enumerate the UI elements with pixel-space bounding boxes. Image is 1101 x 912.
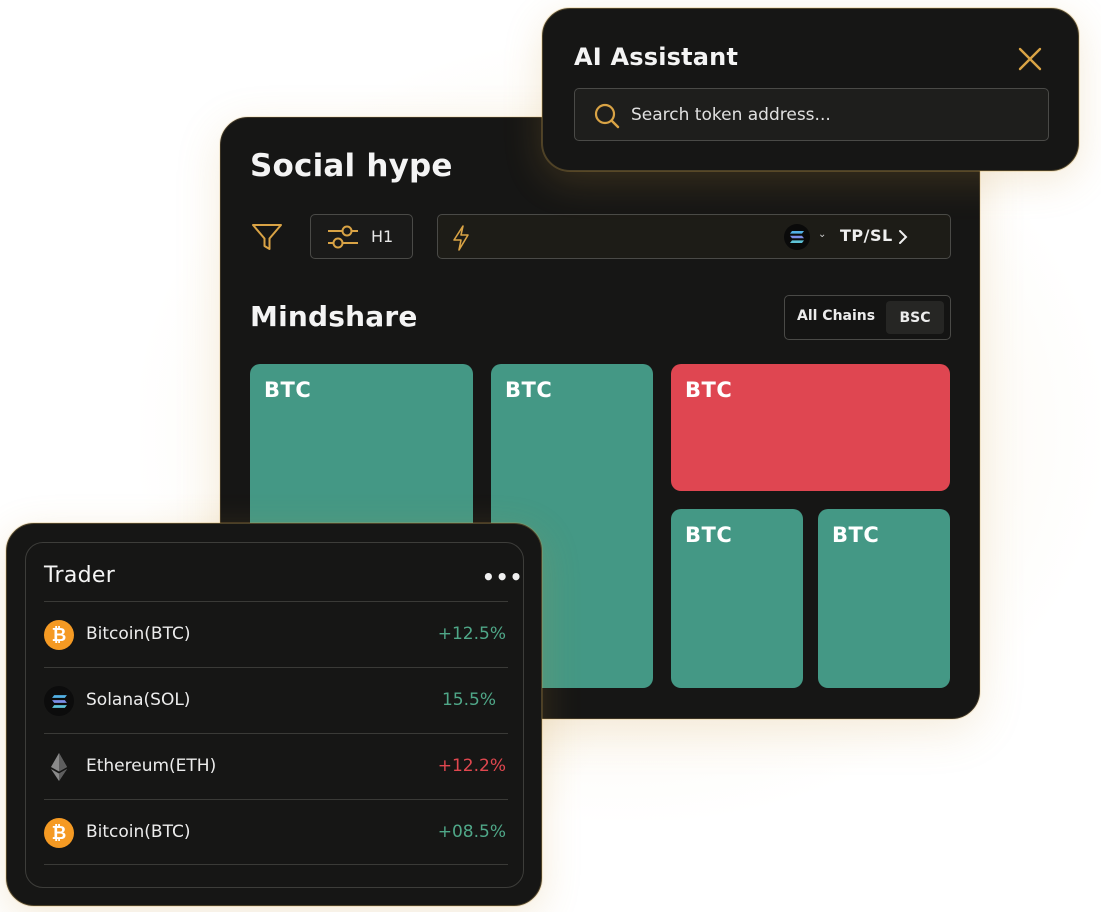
list-item[interactable]: Solana(SOL) 15.5% (44, 667, 508, 733)
mindshare-tile[interactable]: BTC (671, 364, 950, 491)
coin-name: Ethereum(ETH) (86, 756, 217, 776)
card-title: Social hype (250, 148, 453, 184)
mindshare-tile[interactable]: BTC (671, 509, 803, 688)
solana-icon[interactable] (784, 224, 810, 250)
solana-icon (44, 686, 74, 716)
interval-label: H1 (371, 227, 394, 246)
more-icon[interactable]: ••• (482, 565, 524, 589)
interval-button[interactable]: H1 (310, 214, 413, 259)
coin-change: +12.2% (437, 756, 506, 776)
coin-name: Bitcoin(BTC) (86, 624, 191, 644)
chevron-right-icon[interactable] (898, 229, 908, 245)
mindshare-title: Mindshare (250, 300, 418, 333)
close-icon[interactable] (1017, 46, 1043, 72)
search-input[interactable] (631, 101, 1031, 129)
chain-toggle: All Chains BSC (784, 295, 951, 340)
ai-assistant-card: AI Assistant (542, 8, 1079, 171)
list-item[interactable]: ₿ Bitcoin(BTC) +08.5% (44, 799, 508, 865)
assistant-title: AI Assistant (574, 43, 739, 71)
chain-option-bsc[interactable]: BSC (886, 301, 944, 334)
trader-title: Trader (44, 563, 116, 588)
list-item[interactable]: ₿ Bitcoin(BTC) +12.5% (44, 601, 508, 667)
coin-name: Bitcoin(BTC) (86, 822, 191, 842)
tpsl-button[interactable]: TP/SL (840, 226, 893, 245)
coin-change: +12.5% (437, 624, 506, 644)
coin-change: +08.5% (437, 822, 506, 842)
mindshare-tile[interactable]: BTC (818, 509, 950, 688)
coin-change: 15.5% (441, 690, 496, 710)
quick-trade-bar[interactable]: ⌄ TP/SL (437, 214, 951, 259)
trader-card: Trader ••• ₿ Bitcoin(BTC) +12.5% Solana(… (6, 523, 542, 906)
chevron-down-icon[interactable]: ⌄ (818, 229, 827, 240)
search-icon (594, 103, 620, 129)
lightning-icon (453, 225, 469, 251)
sliders-icon (328, 225, 358, 248)
bitcoin-icon: ₿ (44, 620, 74, 650)
coin-name: Solana(SOL) (86, 690, 191, 710)
filter-icon[interactable] (250, 220, 284, 254)
trader-panel: Trader ••• ₿ Bitcoin(BTC) +12.5% Solana(… (25, 542, 524, 888)
bitcoin-icon: ₿ (44, 818, 74, 848)
list-item[interactable]: Ethereum(ETH) +12.2% (44, 733, 508, 799)
search-box (574, 88, 1049, 141)
chain-option-all[interactable]: All Chains (797, 308, 876, 324)
ethereum-icon (44, 752, 74, 782)
